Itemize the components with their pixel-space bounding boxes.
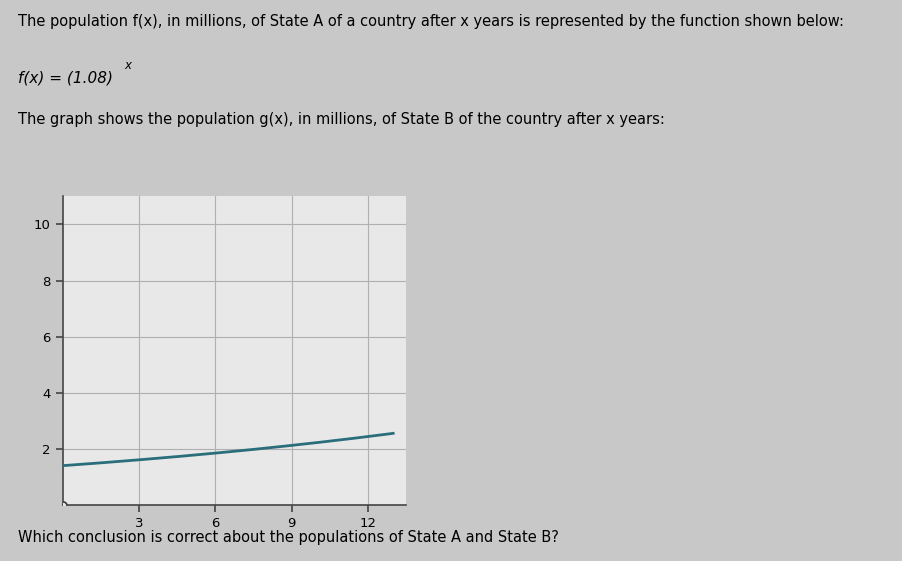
Text: f(x) = (1.08): f(x) = (1.08): [18, 70, 113, 85]
Text: The graph shows the population g(x), in millions, of State B of the country afte: The graph shows the population g(x), in …: [18, 112, 665, 127]
Text: x: x: [124, 59, 132, 72]
Text: Which conclusion is correct about the populations of State A and State B?: Which conclusion is correct about the po…: [18, 530, 559, 545]
Text: The population f(x), in millions, of State A of a country after x years is repre: The population f(x), in millions, of Sta…: [18, 14, 844, 29]
